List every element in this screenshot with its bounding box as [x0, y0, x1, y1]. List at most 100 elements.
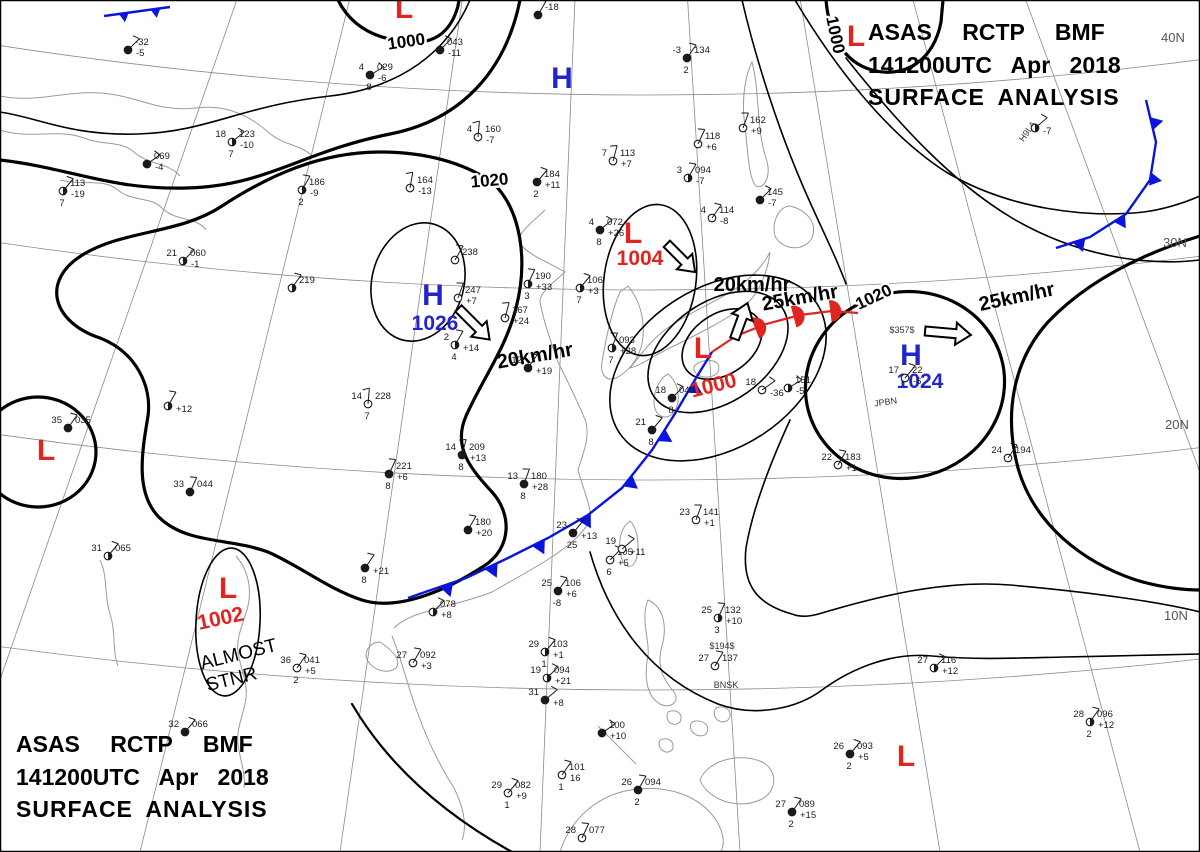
station-temperature: 27 — [917, 655, 928, 666]
station-temperature: 4 — [589, 217, 594, 228]
station-dewpoint: -8 — [553, 598, 561, 609]
wind-barb-icon — [561, 761, 572, 776]
station-pressure: 094 — [554, 665, 570, 676]
station-pressure-change: +12 — [942, 666, 958, 677]
coastline — [59, 179, 207, 231]
coastline — [653, 373, 679, 418]
station-dewpoint: 25 — [567, 540, 578, 551]
wind-barb-tick-icon — [362, 387, 370, 391]
station-pressure-change: +1 — [553, 650, 564, 661]
station-pressure-change: -13 — [418, 186, 432, 197]
chart-title-line3: SURFACE ANALYSIS — [16, 796, 268, 823]
coastline — [365, 641, 399, 672]
isobar-loop — [370, 222, 466, 342]
station-temperature: 18 — [655, 385, 666, 396]
wind-barb-icon — [759, 188, 772, 201]
meridian-line — [0, 0, 238, 681]
wind-barb-icon — [536, 169, 548, 183]
station-pressure: 219 — [299, 275, 315, 286]
station-plot: 32 066 — [168, 716, 208, 737]
station-pressure-change: -10 — [240, 140, 254, 151]
station-pressure-change: +20 — [476, 528, 492, 539]
station-temperature: 31 — [528, 687, 539, 698]
pressure-center-value: 1002 — [195, 603, 245, 635]
wind-barb-tick-icon — [610, 145, 618, 147]
high-center-symbol: H — [900, 339, 922, 372]
station-pressure: 089 — [799, 799, 815, 810]
station-pressure: 082 — [515, 780, 531, 791]
wind-barb-tick-icon — [456, 244, 464, 247]
wind-barb-icon — [686, 44, 697, 59]
station-dewpoint: 2 — [533, 189, 538, 200]
station-plot: 167+24 — [500, 302, 529, 327]
station-plot: 14 228 7 — [351, 387, 391, 422]
isobar-line — [845, 57, 1200, 263]
wind-barb-tick-icon — [414, 647, 422, 650]
station-plot: 19 +11 — [605, 534, 645, 558]
station-plot: 4 160-7 — [467, 120, 501, 146]
station-pressure: 228 — [375, 391, 391, 402]
coastline — [99, 559, 119, 667]
station-plot: 164-13 — [405, 171, 433, 197]
station-temperature: 33 — [173, 479, 184, 490]
coastline — [619, 520, 639, 567]
isobar-loop — [602, 203, 698, 357]
chart-title-line1: ASAS RCTP BMF — [16, 731, 253, 757]
station-temperature: 31 — [91, 543, 102, 554]
station-pressure: 209 — [469, 442, 485, 453]
station-pressure-change: +13 — [470, 453, 486, 464]
cold-front-triangle-icon — [1113, 214, 1126, 229]
station-pressure-change: -5 — [796, 386, 804, 397]
station-pressure: 184 — [544, 169, 560, 180]
station-plot: 113-19 7 — [58, 175, 85, 209]
station-pressure-change: +8 — [553, 698, 564, 709]
station-plot: 078+8 — [428, 597, 456, 621]
station-pressure: 162 — [750, 115, 766, 126]
wind-barb-tick-icon — [388, 458, 396, 460]
station-pressure: 141 — [703, 507, 719, 518]
station-plot: +12 — [163, 390, 192, 415]
station-dewpoint: 7 — [608, 355, 613, 366]
station-dewpoint: 8 — [668, 405, 673, 416]
station-temperature: 19 — [605, 536, 616, 547]
station-plot: 23 141+1 — [679, 504, 719, 529]
chart-title-line1: ASAS RCTP BMF — [868, 19, 1105, 45]
wind-barb-tick-icon — [550, 685, 558, 691]
station-pressure-change: 16 — [570, 773, 581, 784]
station-temperature: -3 — [673, 45, 681, 56]
wind-barb-icon — [761, 380, 776, 391]
station-pressure-change: -19 — [71, 189, 85, 200]
station-pressure-change: +24 — [513, 316, 529, 327]
station-temperature: 27 — [698, 653, 709, 664]
station-plot: 22 183+1 — [821, 449, 861, 474]
station-pressure-change: +12 — [176, 404, 192, 415]
station-pressure: 094 — [645, 777, 661, 788]
station-pressure-change: +19 — [536, 366, 552, 377]
pressure-center-value: 1026 — [412, 312, 459, 335]
wind-barb-tick-icon — [132, 35, 140, 40]
station-plot: 4 029-6 8 — [359, 62, 393, 93]
wind-barb-icon — [599, 219, 613, 231]
wind-barb-tick-icon — [530, 352, 538, 356]
isobar-loop — [195, 547, 261, 697]
station-plot: 238 — [450, 244, 478, 265]
chart-title-top-right: ASAS RCTP BMF 141200UTC Apr 2018 SURFACE… — [868, 16, 1121, 114]
wind-barb-tick-icon — [796, 375, 803, 381]
coastline — [0, 129, 181, 177]
station-cloud-half-icon — [934, 664, 938, 672]
station-plot: 4 114-8 — [701, 202, 734, 227]
station-plot: 18 049 8 — [655, 383, 695, 416]
station-temperature: 7 — [602, 148, 607, 159]
station-temperature: 2 — [444, 332, 449, 343]
station-pressure: 123 — [239, 129, 255, 140]
wind-barb-icon — [837, 450, 847, 466]
wind-barb-icon — [695, 504, 702, 521]
station-dewpoint: 1 — [541, 659, 546, 670]
station-pressure-change: +3 — [588, 286, 599, 297]
station-pressure-change: +6 — [397, 472, 408, 483]
wind-barb-icon — [523, 468, 530, 485]
cold-front-triangle-icon — [657, 429, 673, 443]
station-plot: 7 113+7 — [602, 145, 635, 170]
isobar-loop — [647, 290, 789, 414]
station-temperature: 26 — [833, 741, 844, 752]
